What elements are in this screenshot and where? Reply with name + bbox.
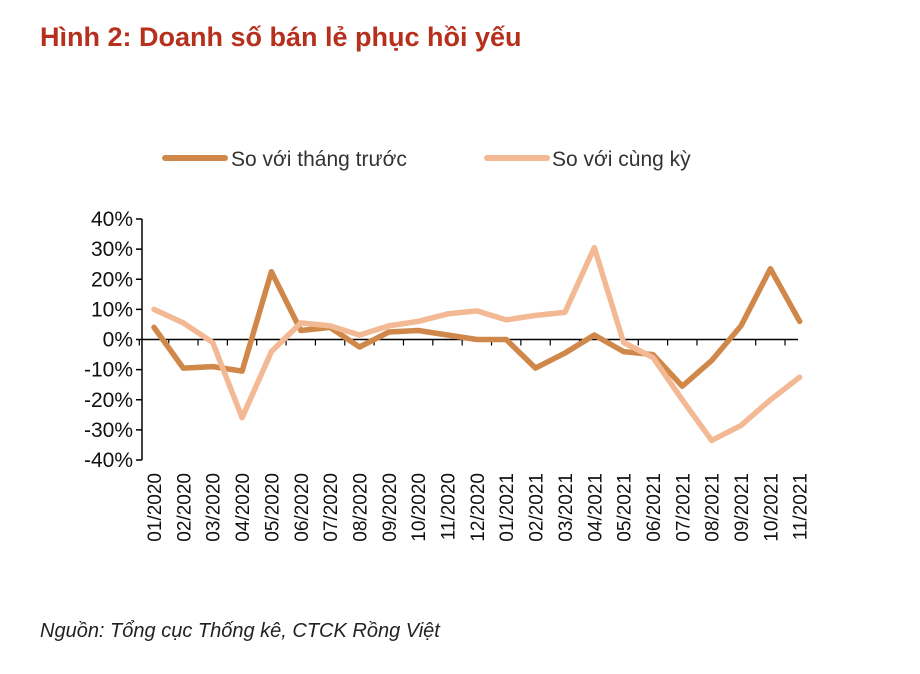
y-tick-label: -20%: [84, 389, 133, 412]
x-tick-label: 10/2021: [761, 473, 782, 542]
legend: So với tháng trước So với cùng kỳ: [162, 148, 691, 171]
x-tick-label: 11/2021: [791, 473, 812, 540]
x-tick-label: 03/2021: [556, 473, 577, 542]
x-tick-label: 11/2020: [439, 473, 460, 540]
legend-label: So với tháng trước: [231, 148, 407, 171]
source-note: Nguồn: Tổng cục Thống kê, CTCK Rồng Việt: [40, 620, 440, 642]
chart-title: Hình 2: Doanh số bán lẻ phục hồi yếu: [40, 22, 522, 52]
y-tick-label: 30%: [91, 238, 133, 261]
x-tick-label: 01/2021: [497, 473, 518, 542]
series-lines: [151, 244, 803, 444]
y-tick-label: 20%: [91, 268, 133, 291]
x-tick-label: 05/2020: [262, 473, 283, 542]
y-tick-label: -10%: [84, 359, 133, 382]
x-tick-label: 09/2020: [380, 473, 401, 542]
series-line-2: [151, 244, 803, 444]
x-tick-label: 06/2021: [644, 473, 665, 542]
x-tick-label: 03/2020: [204, 473, 225, 542]
x-tick-label: 08/2020: [350, 473, 371, 542]
y-tick-label: 0%: [103, 329, 133, 352]
x-tick-label: 02/2020: [174, 473, 195, 542]
x-tick-label: 04/2021: [585, 473, 606, 542]
x-tick-label: 06/2020: [292, 473, 313, 542]
x-tick-label: 04/2020: [233, 473, 254, 542]
x-tick-label: 07/2020: [321, 473, 342, 542]
x-tick-label: 12/2020: [468, 473, 489, 542]
legend-label: So với cùng kỳ: [552, 148, 691, 171]
x-tick-label: 01/2020: [145, 473, 166, 542]
x-tick-label: 07/2021: [673, 473, 694, 542]
axes: 40% 30% 20% 10% 0% -10% -20% -30% -40% 01/2020 02/…: [84, 208, 812, 542]
y-tick-label: -40%: [84, 449, 133, 472]
x-tick-label: 08/2021: [703, 473, 724, 542]
x-tick-label: 02/2021: [527, 473, 548, 542]
y-tick-label: -30%: [84, 419, 133, 442]
x-tick-label: 10/2020: [409, 473, 430, 542]
x-tick-label: 09/2021: [732, 473, 753, 542]
series-line-1: [151, 265, 803, 389]
x-tick-label: 05/2021: [615, 473, 636, 542]
y-tick-label: 40%: [91, 208, 133, 231]
y-tick-label: 10%: [91, 298, 133, 321]
